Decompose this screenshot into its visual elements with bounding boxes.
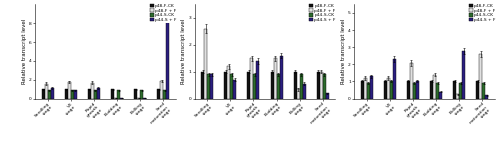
Bar <box>230 74 234 99</box>
Bar <box>224 72 228 99</box>
Bar <box>48 90 50 99</box>
Bar <box>134 89 137 99</box>
Y-axis label: Relative transcript level: Relative transcript level <box>22 19 27 84</box>
Bar <box>480 54 482 99</box>
Bar <box>42 89 44 99</box>
Bar <box>117 90 120 99</box>
Bar <box>407 81 410 99</box>
Bar <box>204 29 207 99</box>
Bar <box>393 59 396 99</box>
Bar <box>114 98 117 99</box>
Bar <box>302 84 306 99</box>
Bar <box>120 98 123 99</box>
Bar <box>276 74 280 99</box>
Bar <box>456 94 459 99</box>
Bar <box>163 90 166 99</box>
Bar <box>256 61 260 99</box>
Bar <box>201 72 204 99</box>
Y-axis label: Relative transcript level: Relative transcript level <box>182 19 186 84</box>
Bar <box>97 88 100 99</box>
Bar <box>486 95 488 99</box>
Bar <box>387 78 390 99</box>
Bar <box>326 93 329 99</box>
Bar <box>436 83 439 99</box>
Bar <box>210 74 213 99</box>
Legend: p48-F-CK, p48-F + F, p44-S-CK, p44-S + F: p48-F-CK, p48-F + F, p44-S-CK, p44-S + F <box>149 3 177 23</box>
Bar <box>228 66 230 99</box>
Bar <box>459 83 462 99</box>
Bar <box>250 58 254 99</box>
Bar <box>294 72 296 99</box>
Bar <box>207 74 210 99</box>
Bar <box>111 89 114 99</box>
Bar <box>94 90 97 99</box>
Bar <box>360 81 364 99</box>
Bar <box>453 81 456 99</box>
Y-axis label: Relative transcript level: Relative transcript level <box>341 19 346 84</box>
Bar <box>364 78 367 99</box>
Bar <box>74 90 77 99</box>
Bar <box>410 63 413 99</box>
Bar <box>320 72 323 99</box>
Bar <box>317 72 320 99</box>
Bar <box>71 90 74 99</box>
Bar <box>430 81 433 99</box>
Bar <box>433 75 436 99</box>
Bar <box>50 88 53 99</box>
Bar <box>274 58 276 99</box>
Bar <box>137 98 140 99</box>
Bar <box>254 74 256 99</box>
Bar <box>296 89 300 99</box>
Bar <box>143 98 146 99</box>
Bar <box>300 74 302 99</box>
Legend: p48-F-CK, p48-F + F, p44-S-CK, p44-S + F: p48-F-CK, p48-F + F, p44-S-CK, p44-S + F <box>468 3 496 23</box>
Bar <box>482 83 486 99</box>
Bar <box>91 83 94 99</box>
Bar <box>416 81 419 99</box>
Bar <box>270 72 274 99</box>
Bar <box>248 72 250 99</box>
Bar <box>65 89 68 99</box>
Bar <box>157 89 160 99</box>
Bar <box>166 18 170 99</box>
Bar <box>390 81 393 99</box>
Bar <box>160 81 163 99</box>
Bar <box>44 84 48 99</box>
Bar <box>88 89 91 99</box>
Bar <box>323 74 326 99</box>
Bar <box>367 83 370 99</box>
Bar <box>462 51 465 99</box>
Legend: p48-F-CK, p48-F + F, p44-S-CK, p44-S + F: p48-F-CK, p48-F + F, p44-S-CK, p44-S + F <box>308 3 336 23</box>
Bar <box>413 83 416 99</box>
Bar <box>370 76 373 99</box>
Bar <box>476 81 480 99</box>
Bar <box>234 80 236 99</box>
Bar <box>384 81 387 99</box>
Bar <box>439 92 442 99</box>
Bar <box>280 56 282 99</box>
Bar <box>68 82 71 99</box>
Bar <box>140 90 143 99</box>
